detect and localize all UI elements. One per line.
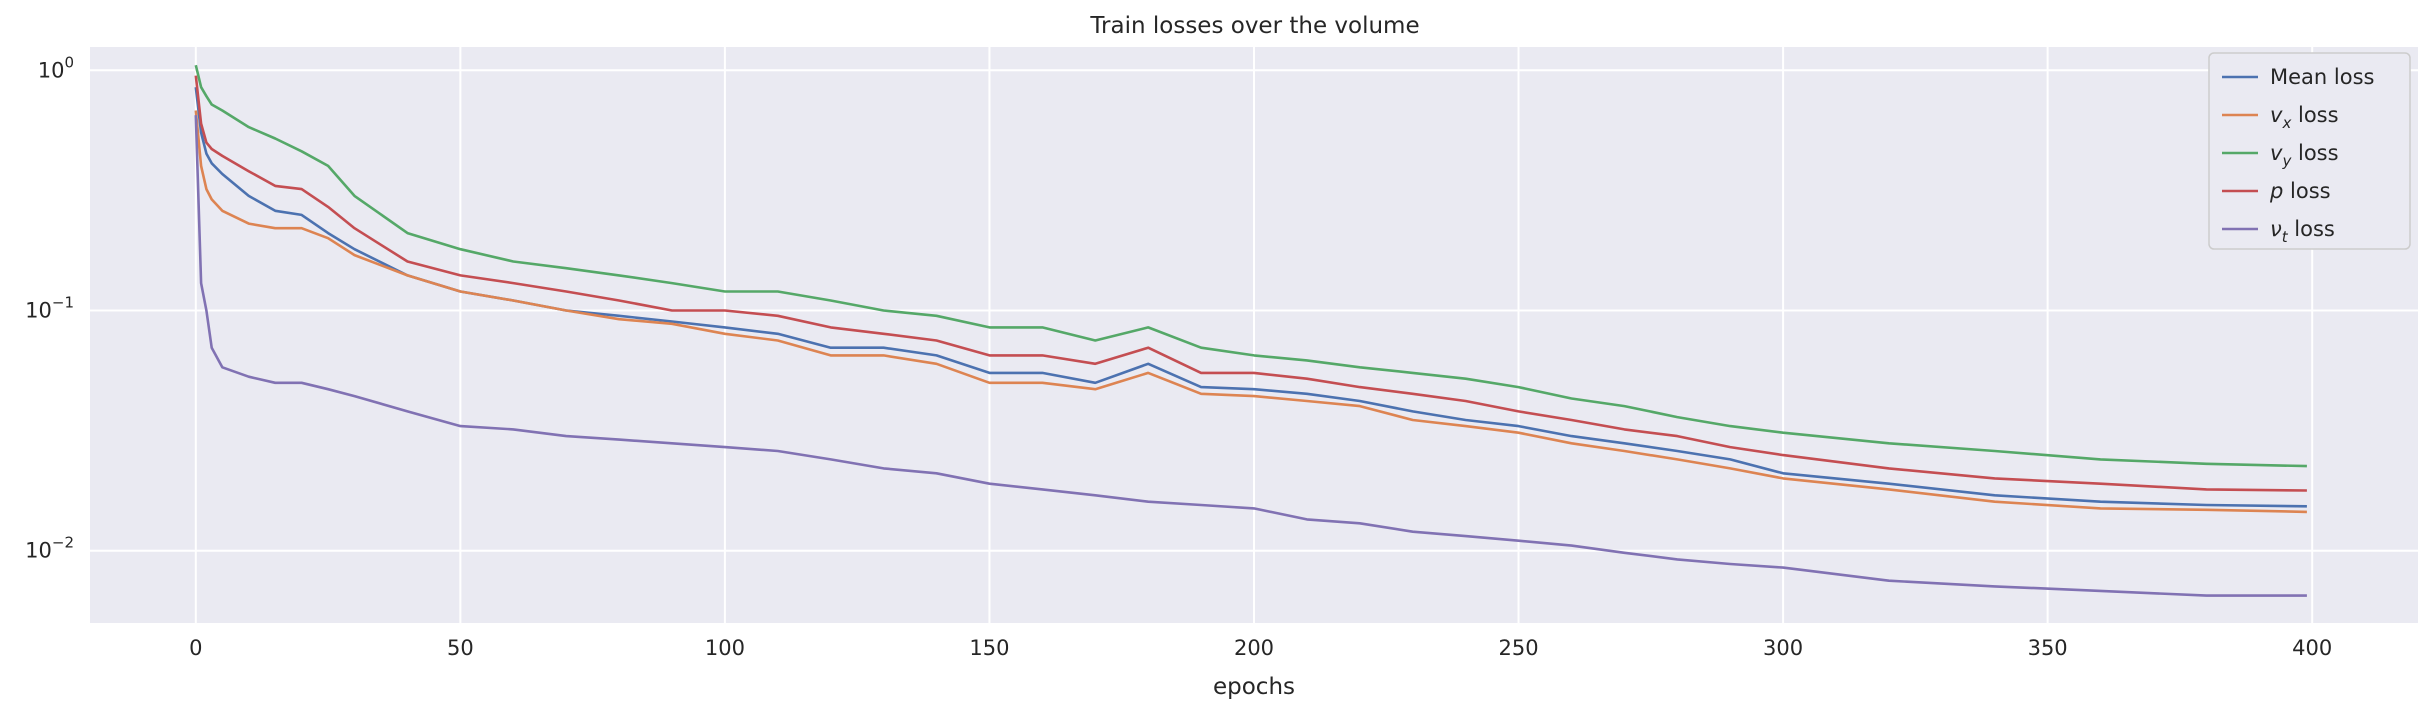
- y-tick-base: 10: [25, 298, 52, 322]
- legend-label-suffix: loss: [2288, 217, 2335, 241]
- x-tick-label: 400: [2292, 636, 2332, 660]
- series-line-v-x-loss: [194, 110, 2307, 514]
- legend-label-main: p: [2269, 179, 2283, 203]
- series-line-v-y-loss: [194, 64, 2307, 468]
- series-line-t-loss: [194, 115, 2307, 597]
- y-tick-exponent: −1: [52, 293, 74, 311]
- y-tick-label: 10−2: [25, 534, 74, 563]
- legend-label: p loss: [2269, 179, 2331, 203]
- chart-title: Train losses over the volume: [1089, 13, 1419, 39]
- legend-label: vy loss: [2270, 141, 2339, 170]
- x-tick-labels: 0 50 100 150 200 250 300 350 400: [189, 636, 2332, 660]
- y-tick-exponent: −2: [52, 534, 74, 552]
- legend-frame: [2208, 52, 2411, 250]
- x-tick-label: 250: [1498, 636, 1538, 660]
- series-line-p-loss: [194, 75, 2307, 492]
- y-tick-label: 10−1: [25, 293, 74, 322]
- legend-label: Mean loss: [2270, 65, 2374, 89]
- legend-label-sub: t: [2282, 228, 2289, 246]
- legend-label-suffix: loss: [2291, 103, 2338, 127]
- x-tick-label: 100: [705, 636, 745, 660]
- x-axis-label: epochs: [1213, 674, 1295, 700]
- x-tick-label: 300: [1763, 636, 1803, 660]
- legend-label-suffix: loss: [2291, 141, 2338, 165]
- series-lines: [194, 64, 2307, 597]
- legend-label-suffix: loss: [2283, 179, 2330, 203]
- legend-label-main: Mean loss: [2270, 65, 2374, 89]
- y-tick-label: 100: [38, 53, 74, 82]
- x-tick-label: 350: [2028, 636, 2068, 660]
- series-line-mean-loss: [194, 87, 2307, 508]
- x-tick-label: 50: [447, 636, 474, 660]
- legend-label-main: v: [2270, 141, 2283, 165]
- x-tick-label: 150: [969, 636, 1009, 660]
- legend-label-main: ν: [2270, 217, 2282, 241]
- y-tick-exponent: 0: [64, 53, 74, 71]
- legend-label-main: v: [2270, 103, 2283, 127]
- legend-label-sub: x: [2281, 114, 2291, 132]
- legend-label: νt loss: [2270, 217, 2335, 246]
- legend-label: vx loss: [2270, 103, 2339, 132]
- x-tick-label: 0: [189, 636, 202, 660]
- legend-label-sub: y: [2281, 152, 2292, 170]
- y-tick-base: 10: [25, 539, 52, 563]
- x-tick-label: 200: [1234, 636, 1274, 660]
- y-tick-base: 10: [38, 58, 65, 82]
